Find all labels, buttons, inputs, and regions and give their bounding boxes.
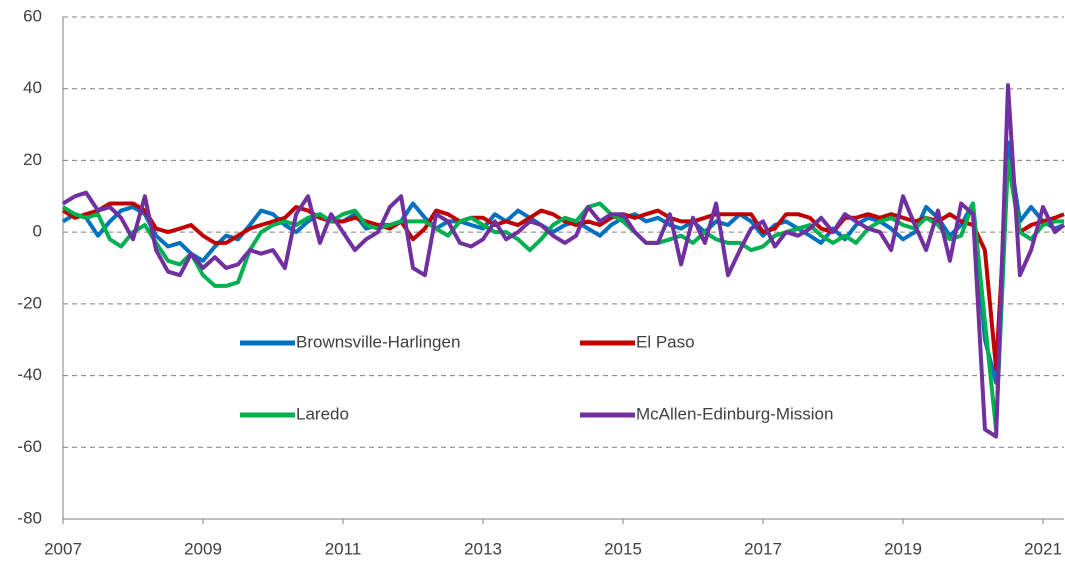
y-tick-label: 40	[23, 78, 42, 97]
x-tick-label: 2017	[744, 539, 782, 558]
series-line	[61, 140, 1065, 385]
x-tick-label: 2015	[604, 539, 642, 558]
y-tick-label: -60	[17, 437, 42, 456]
y-tick-label: -20	[17, 293, 42, 312]
x-tick-label: 2013	[464, 539, 502, 558]
series-line	[61, 158, 1065, 371]
y-tick-label: 0	[33, 222, 42, 241]
legend-label: Brownsville-Harlingen	[296, 332, 460, 351]
series-line	[61, 158, 1064, 432]
y-tick-label: -80	[17, 508, 42, 527]
x-tick-label: 2011	[325, 539, 362, 558]
legend-label: Laredo	[296, 404, 349, 423]
legend-label: El Paso	[636, 332, 695, 351]
series-line	[61, 83, 1065, 439]
y-tick-label: 20	[23, 150, 42, 169]
y-tick-label: -40	[17, 365, 42, 384]
x-tick-label: 2021	[1024, 539, 1062, 558]
y-tick-label: 60	[23, 6, 42, 25]
legend-label: McAllen-Edinburg-Mission	[636, 404, 833, 423]
x-tick-label: 2019	[884, 539, 922, 558]
x-tick-label: 2007	[44, 539, 82, 558]
x-tick-label: 2009	[184, 539, 222, 558]
